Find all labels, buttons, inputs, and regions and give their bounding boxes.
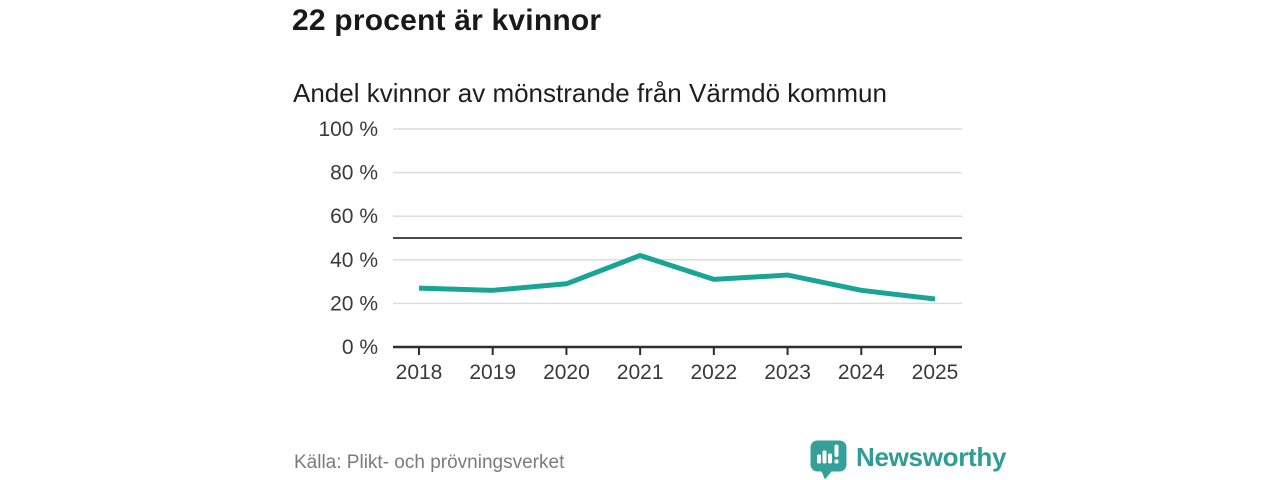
newsworthy-logo-icon [810, 440, 847, 480]
page-title: 22 procent är kvinnor [292, 4, 602, 37]
chart-subtitle: Andel kvinnor av mönstrande från Värmdö … [293, 78, 887, 108]
x-tick-label: 2023 [764, 361, 811, 384]
y-tick-label: 100 % [318, 118, 378, 141]
y-tick-label: 20 % [330, 292, 378, 315]
y-tick-label: 40 % [330, 249, 378, 272]
newsworthy-logo: Newsworthy [810, 440, 1006, 480]
x-tick-label: 2025 [912, 361, 959, 384]
x-tick-label: 2018 [396, 361, 443, 384]
y-tick-label: 60 % [330, 205, 378, 228]
x-tick-label: 2022 [690, 361, 737, 384]
y-tick-label: 80 % [330, 162, 378, 185]
x-tick-label: 2019 [469, 361, 516, 384]
y-tick-label: 0 % [342, 336, 378, 359]
data-series-line [418, 252, 936, 302]
x-tick-label: 2021 [617, 361, 664, 384]
source-note: Källa: Plikt- och prövningsverket [294, 452, 565, 473]
x-tick-label: 2024 [838, 361, 885, 384]
x-tick-label: 2020 [543, 361, 590, 384]
newsworthy-logo-text: Newsworthy [856, 442, 1007, 472]
